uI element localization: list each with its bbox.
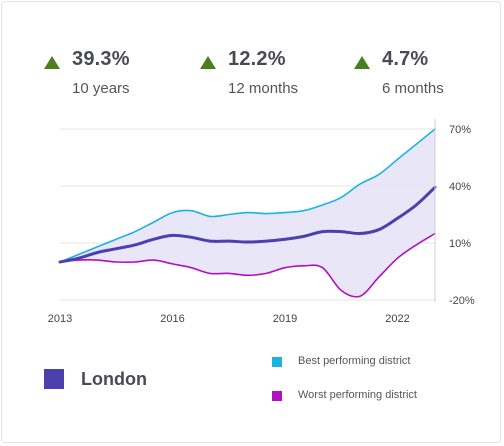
- stat-period: 12 months: [228, 80, 299, 97]
- series-line-worst: [59, 232, 436, 298]
- stat-value: 4.7%: [382, 48, 429, 70]
- y-tick-label: 40%: [449, 181, 471, 193]
- up-triangle-icon: [44, 56, 60, 69]
- legend-label: Best performing district: [298, 355, 411, 367]
- stat-period: 10 years: [72, 80, 130, 97]
- series-line-best: [59, 128, 436, 263]
- y-tick-label: 10%: [449, 238, 471, 250]
- up-triangle-icon: [354, 56, 370, 69]
- up-triangle-icon: [200, 56, 216, 69]
- stat-value: 12.2%: [228, 48, 286, 70]
- stat-period: 6 months: [382, 80, 444, 97]
- series-line-main: [58, 185, 437, 264]
- legend-label: Worst performing district: [298, 389, 417, 401]
- y-tick-label: -20%: [449, 295, 475, 307]
- stat-value: 39.3%: [72, 48, 130, 70]
- legend-swatch: [44, 369, 64, 389]
- legend-label: London: [81, 369, 147, 389]
- x-tick-label: 2019: [273, 313, 297, 325]
- x-tick-label: 2013: [48, 313, 72, 325]
- legend-swatch: [272, 391, 282, 401]
- x-tick-label: 2022: [385, 313, 409, 325]
- x-tick-label: 2016: [160, 313, 184, 325]
- legend-swatch: [272, 357, 282, 367]
- y-tick-label: 70%: [449, 124, 471, 136]
